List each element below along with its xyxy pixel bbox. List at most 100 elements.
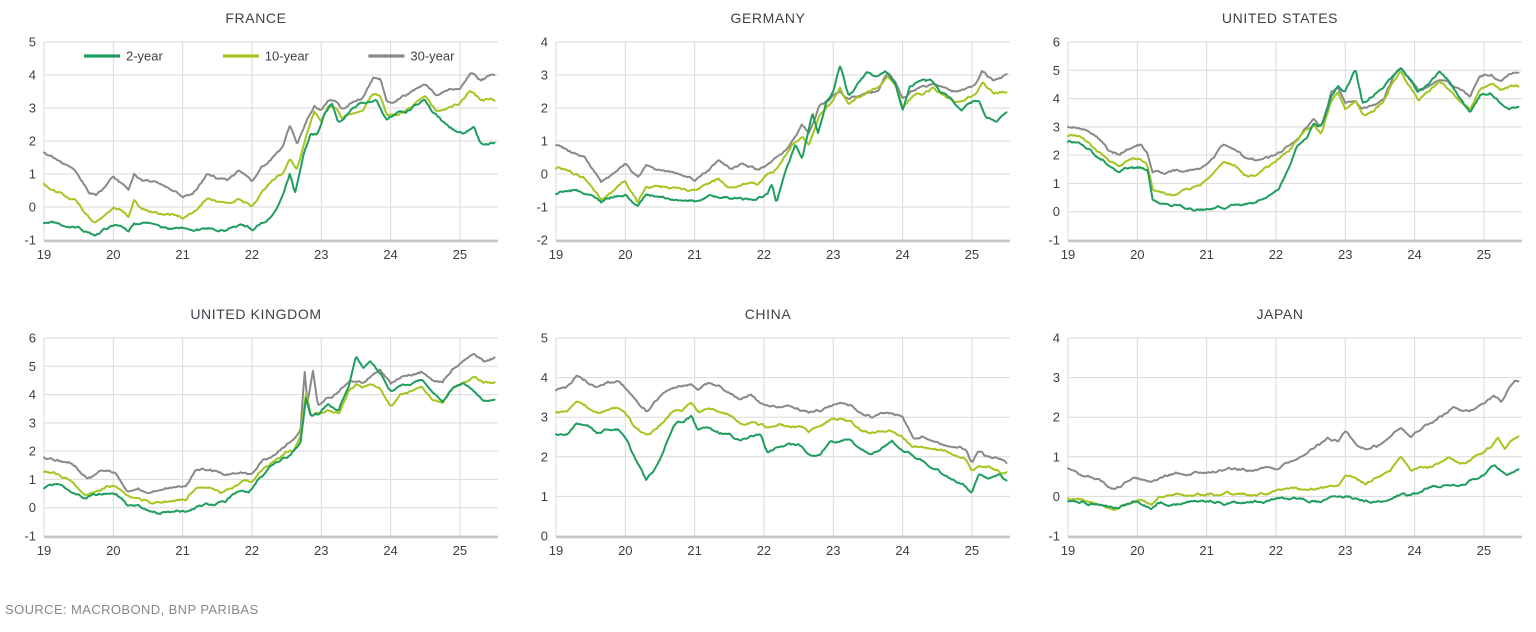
y-tick-label: 5 [1053,63,1060,78]
chart-title: JAPAN [1256,306,1304,322]
y-tick-label: 0 [29,500,36,515]
series-line-10-year [43,375,496,505]
x-tick-label: 24 [895,247,909,262]
series-line-30-year [43,72,496,199]
x-tick-label: 19 [549,543,563,558]
x-tick-label: 22 [245,247,259,262]
series-line-10-year [1067,70,1520,197]
y-tick-label: 2 [1053,410,1060,425]
x-tick-label: 23 [1338,247,1352,262]
series-line-2-year [555,414,1008,494]
series-line-30-year [555,70,1008,183]
x-tick-label: 20 [106,247,120,262]
series-line-30-year [555,374,1008,464]
y-tick-label: 2 [541,101,548,116]
y-tick-label: 2 [1053,148,1060,163]
chart-title: GERMANY [730,10,806,26]
x-tick-label: 22 [245,543,259,558]
y-tick-label: -1 [24,233,36,248]
y-tick-label: -1 [1048,233,1060,248]
x-tick-label: 20 [618,247,632,262]
chart-panel-united-states: UNITED STATES -1 0 1 2 3 4 5 6 19 20 21 22 23 24 25 [1024,0,1536,296]
y-tick-label: 1 [1053,449,1060,464]
chart-panel-china: CHINA 0 1 2 3 4 5 19 20 21 22 23 24 25 [512,296,1024,592]
chart-panel-france: FRANCE -1 0 1 2 3 4 5 19 20 21 22 23 24 25 2-year 10-ye… [0,0,512,296]
x-tick-label: 21 [175,543,189,558]
legend-label-10-year: 10-year [265,49,310,64]
y-tick-label: 4 [1053,331,1060,346]
y-tick-label: 1 [29,472,36,487]
y-tick-label: 3 [541,410,548,425]
y-tick-label: 2 [541,449,548,464]
y-tick-label: 4 [541,35,548,50]
y-tick-label: 1 [541,489,548,504]
y-tick-label: 0 [29,200,36,215]
y-tick-label: 5 [29,35,36,50]
y-tick-label: -1 [536,200,548,215]
x-tick-label: 19 [549,247,563,262]
y-tick-label: 4 [29,68,36,83]
y-tick-label: 2 [29,444,36,459]
x-tick-label: 24 [895,543,909,558]
y-tick-label: 4 [541,370,548,385]
x-tick-label: 19 [37,543,51,558]
x-tick-label: 25 [453,543,467,558]
legend-label-2-year: 2-year [126,49,164,64]
x-tick-label: 25 [453,247,467,262]
x-tick-label: 20 [618,543,632,558]
x-tick-label: 21 [687,247,701,262]
x-tick-label: 23 [314,543,328,558]
series-line-10-year [555,75,1008,204]
series-line-10-year [555,400,1008,475]
x-tick-label: 24 [1407,247,1421,262]
series-line-2-year [43,98,496,237]
x-tick-label: 19 [37,247,51,262]
x-tick-label: 20 [1130,247,1144,262]
chart-panel-united-kingdom: UNITED KINGDOM -1 0 1 2 3 4 5 6 19 20 21 22 23 24 25 [0,296,512,592]
y-tick-label: 4 [1053,91,1060,106]
y-tick-label: 3 [541,68,548,83]
x-tick-label: 25 [1477,247,1491,262]
x-tick-label: 22 [757,247,771,262]
legend-label-30-year: 30-year [410,49,455,64]
chart-title: UNITED KINGDOM [190,306,322,322]
y-tick-label: 0 [1053,204,1060,219]
x-tick-label: 24 [383,247,397,262]
x-tick-label: 21 [1199,543,1213,558]
series-line-2-year [555,65,1008,207]
x-tick-label: 19 [1061,543,1075,558]
chart-panel-germany: GERMANY -2 -1 0 1 2 3 4 19 20 21 22 23 24 25 [512,0,1024,296]
x-tick-label: 21 [175,247,189,262]
x-tick-label: 22 [757,543,771,558]
y-tick-label: 0 [541,529,548,544]
x-tick-label: 24 [383,543,397,558]
chart-panel-japan: JAPAN -1 0 1 2 3 4 19 20 21 22 23 24 25 [1024,296,1536,592]
y-tick-label: -1 [1048,529,1060,544]
x-tick-label: 25 [965,247,979,262]
chart-grid: FRANCE -1 0 1 2 3 4 5 19 20 21 22 23 24 25 2-year 10-ye… [0,0,1536,592]
series-line-30-year [1067,379,1520,491]
y-tick-label: 6 [29,331,36,346]
y-tick-label: 6 [1053,35,1060,50]
series-line-30-year [1067,67,1520,175]
x-tick-label: 24 [1407,543,1421,558]
x-tick-label: 25 [1477,543,1491,558]
series-line-2-year [1067,464,1520,511]
y-tick-label: 1 [541,134,548,149]
x-tick-label: 23 [826,543,840,558]
x-tick-label: 23 [826,247,840,262]
chart-title: CHINA [744,306,792,322]
y-tick-label: 5 [29,359,36,374]
series-line-10-year [43,90,496,224]
chart-title: FRANCE [225,10,287,26]
y-tick-label: 1 [1053,176,1060,191]
x-tick-label: 22 [1269,543,1283,558]
x-tick-label: 22 [1269,247,1283,262]
y-tick-label: 3 [29,415,36,430]
y-tick-label: 0 [1053,489,1060,504]
y-tick-label: 2 [29,134,36,149]
x-tick-label: 21 [687,543,701,558]
